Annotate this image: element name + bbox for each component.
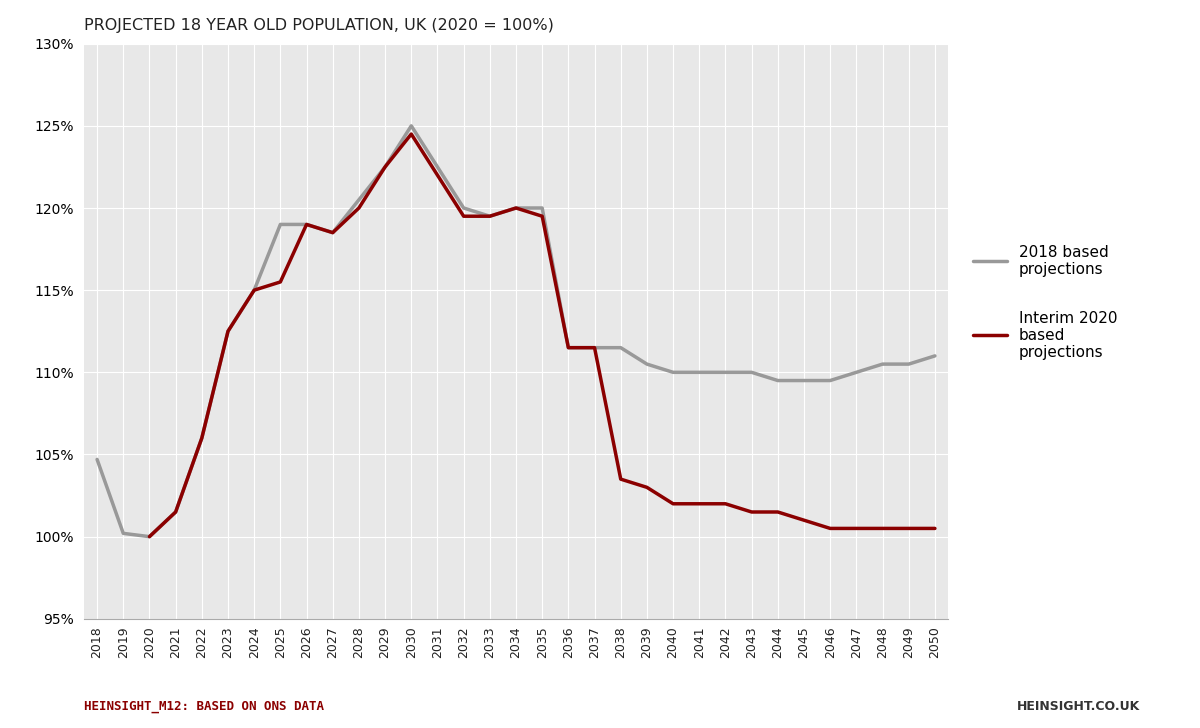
Interim 2020
based
projections	[456, 212, 470, 221]
Interim 2020
based
projections	[875, 524, 889, 533]
Interim 2020
based
projections	[850, 524, 864, 533]
Interim 2020
based
projections	[535, 212, 550, 221]
Interim 2020
based
projections	[719, 499, 733, 508]
2018 based
projections	[482, 212, 497, 221]
Interim 2020
based
projections	[325, 229, 340, 237]
Line: 2018 based
projections: 2018 based projections	[97, 126, 935, 537]
Interim 2020
based
projections	[562, 344, 576, 352]
2018 based
projections	[247, 286, 262, 295]
Interim 2020
based
projections	[797, 516, 811, 525]
2018 based
projections	[143, 532, 157, 541]
2018 based
projections	[404, 122, 419, 130]
Interim 2020
based
projections	[770, 507, 785, 516]
2018 based
projections	[850, 368, 864, 376]
2018 based
projections	[770, 376, 785, 385]
Line: Interim 2020
based
projections: Interim 2020 based projections	[150, 134, 935, 537]
2018 based
projections	[823, 376, 838, 385]
2018 based
projections	[509, 204, 523, 213]
2018 based
projections	[875, 360, 889, 368]
2018 based
projections	[116, 529, 131, 538]
Interim 2020
based
projections	[587, 344, 601, 352]
Interim 2020
based
projections	[404, 130, 419, 138]
Interim 2020
based
projections	[168, 507, 182, 516]
Interim 2020
based
projections	[692, 499, 707, 508]
2018 based
projections	[797, 376, 811, 385]
2018 based
projections	[431, 162, 445, 171]
2018 based
projections	[535, 204, 550, 213]
Interim 2020
based
projections	[928, 524, 942, 533]
Text: HEINSIGHT_M12: BASED ON ONS DATA: HEINSIGHT_M12: BASED ON ONS DATA	[84, 700, 324, 713]
2018 based
projections	[456, 204, 470, 213]
2018 based
projections	[325, 229, 340, 237]
Interim 2020
based
projections	[666, 499, 680, 508]
Interim 2020
based
projections	[274, 277, 288, 286]
2018 based
projections	[744, 368, 758, 376]
2018 based
projections	[587, 344, 601, 352]
Text: PROJECTED 18 YEAR OLD POPULATION, UK (2020 = 100%): PROJECTED 18 YEAR OLD POPULATION, UK (20…	[84, 17, 554, 33]
Interim 2020
based
projections	[299, 220, 313, 229]
Interim 2020
based
projections	[352, 204, 366, 213]
2018 based
projections	[928, 352, 942, 360]
2018 based
projections	[613, 344, 628, 352]
Interim 2020
based
projections	[613, 475, 628, 483]
Interim 2020
based
projections	[431, 171, 445, 180]
2018 based
projections	[90, 455, 104, 464]
2018 based
projections	[352, 195, 366, 204]
Interim 2020
based
projections	[482, 212, 497, 221]
Interim 2020
based
projections	[509, 204, 523, 213]
Interim 2020
based
projections	[823, 524, 838, 533]
2018 based
projections	[274, 220, 288, 229]
Interim 2020
based
projections	[744, 507, 758, 516]
Interim 2020
based
projections	[143, 532, 157, 541]
2018 based
projections	[692, 368, 707, 376]
2018 based
projections	[168, 507, 182, 516]
Interim 2020
based
projections	[901, 524, 916, 533]
Interim 2020
based
projections	[194, 434, 209, 443]
2018 based
projections	[901, 360, 916, 368]
2018 based
projections	[194, 434, 209, 443]
2018 based
projections	[666, 368, 680, 376]
Interim 2020
based
projections	[247, 286, 262, 295]
Interim 2020
based
projections	[221, 327, 235, 336]
2018 based
projections	[378, 162, 392, 171]
Legend: 2018 based
projections, Interim 2020
based
projections: 2018 based projections, Interim 2020 bas…	[973, 245, 1117, 360]
Text: HEINSIGHT.CO.UK: HEINSIGHT.CO.UK	[1016, 700, 1140, 713]
Interim 2020
based
projections	[640, 483, 654, 491]
2018 based
projections	[221, 327, 235, 336]
2018 based
projections	[562, 344, 576, 352]
Interim 2020
based
projections	[378, 162, 392, 171]
2018 based
projections	[640, 360, 654, 368]
2018 based
projections	[719, 368, 733, 376]
2018 based
projections	[299, 220, 313, 229]
